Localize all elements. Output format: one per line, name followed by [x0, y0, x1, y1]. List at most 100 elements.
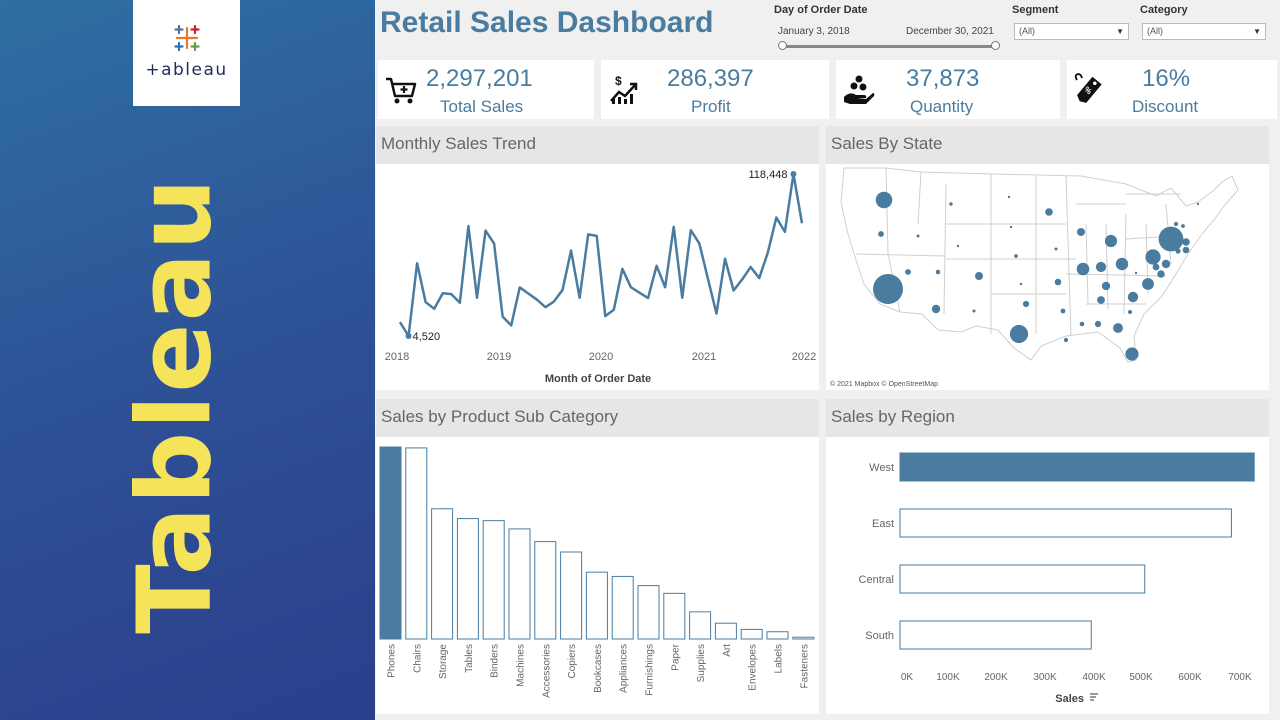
subcategory-bar: [405, 447, 428, 640]
subcategory-bar: [766, 631, 789, 640]
chevron-down-icon: ▼: [1253, 27, 1261, 36]
kpi-profit: $ 286,397 Profit: [601, 60, 829, 119]
subcategory-label: Binders: [490, 644, 501, 678]
region-bar: [899, 508, 1232, 538]
state-bubble: [916, 234, 920, 238]
state-bubble: [1142, 278, 1154, 290]
subcategory-bar: [714, 622, 737, 640]
sales-by-state-panel: Sales By State © 2021 Mapbox © OpenStree…: [826, 126, 1269, 390]
monthly-sales-trend-panel: Monthly Sales Trend 118,448 4,520 2018 2019…: [376, 126, 819, 390]
max-point: [790, 171, 797, 177]
state-bubble: [1104, 234, 1118, 248]
subcategory-label: Furnishings: [645, 644, 656, 696]
subcategory-bar: [482, 520, 505, 640]
state-bubble: [1182, 238, 1190, 246]
state-bubble: [1113, 323, 1123, 333]
chevron-down-icon: ▼: [1116, 27, 1124, 36]
discount-tag-icon: %: [1074, 73, 1102, 103]
x-tick-label: 2018: [385, 351, 409, 363]
date-range-slider[interactable]: [782, 45, 998, 48]
sub-category-panel: Sales by Product Sub Category Phones Chai…: [376, 399, 819, 714]
subcategory-label: Bookcases: [593, 644, 604, 693]
state-bubble: [1128, 310, 1132, 314]
x-tick-label: 700K: [1228, 672, 1252, 683]
trend-line-chart[interactable]: 118,448 4,520 2018 2019 2020 2021 2022 Month of…: [376, 164, 819, 390]
subcategory-label: Labels: [774, 644, 785, 673]
state-bubble: [1145, 249, 1161, 265]
slider-start-handle[interactable]: [778, 41, 787, 50]
state-bubble: [1101, 281, 1111, 291]
state-border: [917, 171, 922, 225]
state-bubble: [1196, 202, 1200, 206]
subcategory-label: Fasteners: [799, 644, 810, 688]
subcategory-bar: [585, 571, 608, 640]
profit-label: Profit: [691, 97, 731, 116]
us-outline: [840, 167, 1239, 363]
state-bubble: [1125, 347, 1139, 361]
state-bubble: [905, 269, 911, 275]
state-bubble: [1079, 321, 1085, 327]
state-bubble: [1097, 296, 1105, 304]
quantity-label: Quantity: [910, 97, 974, 116]
region-bar: [899, 452, 1255, 482]
subcategory-label: Accessories: [541, 644, 552, 698]
subcategory-label: Art: [722, 644, 733, 657]
segment-dropdown[interactable]: (All) ▼: [1014, 23, 1129, 40]
subcategory-label: Supplies: [696, 644, 707, 682]
subcategory-label: Machines: [516, 644, 527, 687]
state-bubble: [1181, 224, 1185, 228]
subcategory-bar-chart[interactable]: Phones Chairs Storage Tables Binders Machines…: [376, 437, 819, 714]
max-label: 118,448: [748, 169, 787, 181]
state-bubble: [878, 231, 884, 237]
cart-icon: [386, 77, 417, 104]
region-bar-chart[interactable]: West East Central South 0K 100K 200K 300K 400K 50…: [826, 437, 1269, 714]
region-panel: Sales by Region West East Central South 0K 10…: [826, 399, 1269, 714]
region-panel-title: Sales by Region: [826, 399, 1269, 437]
state-bubble: [1022, 300, 1030, 308]
category-filter-label: Category: [1140, 4, 1188, 16]
subcategory-bar: [637, 585, 660, 640]
state-bubble: [949, 202, 953, 206]
subcategory-bar: [534, 541, 557, 640]
region-label: Central: [859, 574, 894, 586]
state-bubble: [1127, 291, 1139, 303]
state-bubble: [1158, 226, 1184, 252]
state-bubble: [1095, 261, 1107, 273]
state-bubble: [1019, 282, 1023, 286]
date-filter-start: January 3, 2018: [778, 26, 850, 37]
x-tick-label: 200K: [984, 672, 1008, 683]
banner-title: Tableau: [115, 176, 235, 634]
subcategory-bar: [508, 528, 531, 640]
state-bubble: [1175, 248, 1181, 254]
x-tick-label: 0K: [901, 672, 914, 683]
state-border: [885, 167, 889, 255]
state-border: [1085, 223, 1089, 305]
subcategory-bar: [663, 592, 686, 640]
date-filter-end: December 30, 2021: [906, 26, 994, 37]
state-bubble: [1054, 278, 1062, 286]
dashboard-title: Retail Sales Dashboard: [380, 6, 714, 39]
state-bubble: [1007, 195, 1011, 199]
kpi-discount: % 16% Discount: [1067, 60, 1277, 119]
category-dropdown[interactable]: (All) ▼: [1142, 23, 1266, 40]
state-bubble: [1014, 254, 1018, 258]
svg-text:%: %: [1082, 85, 1093, 96]
x-tick-label: 2020: [589, 351, 613, 363]
slider-end-handle[interactable]: [991, 41, 1000, 50]
state-map[interactable]: © 2021 Mapbox © OpenStreetMap: [826, 164, 1269, 390]
subcategory-label: Copiers: [567, 644, 578, 678]
min-label: 4,520: [413, 331, 441, 343]
state-bubble: [972, 309, 976, 313]
state-bubble: [1152, 263, 1160, 271]
state-bubble: [1045, 208, 1053, 216]
x-tick-label: 400K: [1082, 672, 1106, 683]
kpi-quantity: 37,873 Quantity: [836, 60, 1060, 119]
state-bubble: [1157, 270, 1165, 278]
state-bubble: [1161, 259, 1171, 269]
x-tick-label: 600K: [1178, 672, 1202, 683]
state-bubble: [1094, 320, 1102, 328]
segment-value: (All): [1019, 26, 1035, 36]
state-bubble: [1077, 228, 1085, 236]
category-value: (All): [1147, 26, 1163, 36]
x-axis-title: Month of Order Date: [545, 373, 651, 385]
